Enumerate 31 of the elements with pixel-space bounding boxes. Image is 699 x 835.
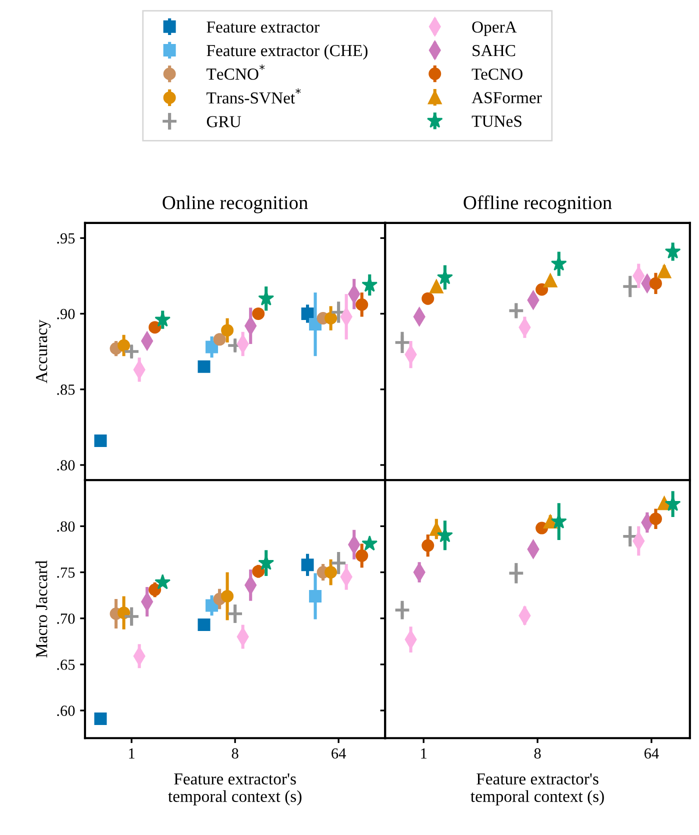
legend-label: TUNeS [472,116,522,127]
legend-label: SAHC [472,45,516,56]
x-tick-label: 64 [332,748,346,759]
y-tick-label: .80 [57,460,75,471]
legend-label: Feature extractor (CHE) [206,44,368,60]
x-tick-label: 8 [232,748,238,759]
legend-label: GRU [206,116,242,128]
y-tick-label: .80 [57,521,75,532]
y-tick-label: .70 [57,613,75,624]
y-axis-title: Macro Jaccard [36,560,48,658]
x-tick-label: 8 [534,748,541,759]
legend-label: Feature extractor [206,22,320,33]
x-tick-label: 1 [421,748,427,758]
x-axis-title: Feature extractor's temporal context (s) [470,773,604,806]
y-tick-label: .85 [57,384,75,395]
y-tick-label: .90 [57,308,75,320]
legend-label: TeCNO [472,68,522,80]
legend-label: ASFormer [472,92,542,104]
legend-label: Trans-SVNet$^{*}$ [206,88,301,104]
chart-title: Online recognition [162,196,308,214]
legend-label: TeCNO$^{*}$ [206,64,265,80]
y-tick-label: .60 [57,706,75,716]
chart-title: Offline recognition [464,195,612,214]
legend-label: OperA [472,21,517,36]
x-tick-label: 1 [129,748,134,758]
x-axis-title: Feature extractor's temporal context (s) [168,773,302,806]
y-tick-label: .95 [57,233,75,244]
y-axis-title: Accuracy [36,320,51,384]
x-tick-label: 64 [644,748,659,759]
y-tick-label: .65 [57,660,75,670]
y-tick-label: .75 [57,568,75,578]
